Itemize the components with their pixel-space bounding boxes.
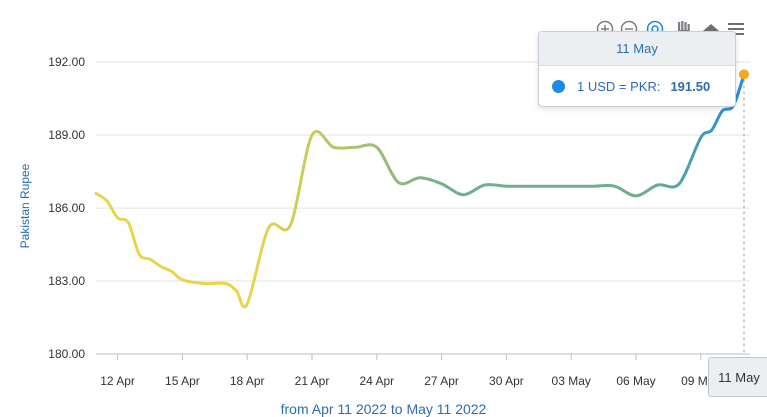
x-tick-label: 27 Apr bbox=[424, 374, 459, 388]
x-tick-label: 30 Apr bbox=[489, 374, 524, 388]
y-tick-label: 186.00 bbox=[48, 201, 85, 215]
x-tick-label: 03 May bbox=[552, 374, 591, 388]
tooltip-row: 1 USD = PKR: 191.50 bbox=[539, 66, 735, 106]
tooltip-value: 191.50 bbox=[670, 78, 711, 94]
tooltip-date: 11 May bbox=[539, 32, 735, 66]
series-color-dot bbox=[552, 79, 565, 93]
series bbox=[94, 72, 746, 309]
x-tick-label: 06 May bbox=[616, 374, 655, 388]
chart-tooltip: 11 May 1 USD = PKR: 191.50 bbox=[538, 31, 736, 107]
data-point-marker[interactable] bbox=[739, 69, 749, 80]
x-tick-label: 18 Apr bbox=[230, 374, 265, 388]
x-tick-label: 21 Apr bbox=[295, 374, 330, 388]
series-line bbox=[94, 72, 746, 309]
tooltip-label: 1 USD = PKR: bbox=[577, 78, 661, 94]
chart-subtitle: from Apr 11 2022 to May 11 2022 bbox=[280, 401, 487, 417]
y-axis-label: Pakistan Rupee bbox=[18, 163, 32, 248]
x-tick-label: 15 Apr bbox=[165, 374, 200, 388]
x-tick-label: 24 Apr bbox=[359, 374, 394, 388]
y-tick-label: 192.00 bbox=[48, 55, 85, 69]
x-tick-label: 12 Apr bbox=[100, 374, 135, 388]
y-tick-label: 183.00 bbox=[48, 274, 85, 288]
y-axis: 192.00 189.00 186.00 183.00 180.00 bbox=[48, 55, 85, 361]
crosshair-x-label: 11 May bbox=[708, 357, 767, 397]
y-tick-label: 180.00 bbox=[48, 347, 85, 361]
y-tick-label: 189.00 bbox=[48, 128, 85, 142]
x-axis: 12 Apr 15 Apr 18 Apr 21 Apr 24 Apr 27 Apr 30 A… bbox=[100, 354, 720, 388]
